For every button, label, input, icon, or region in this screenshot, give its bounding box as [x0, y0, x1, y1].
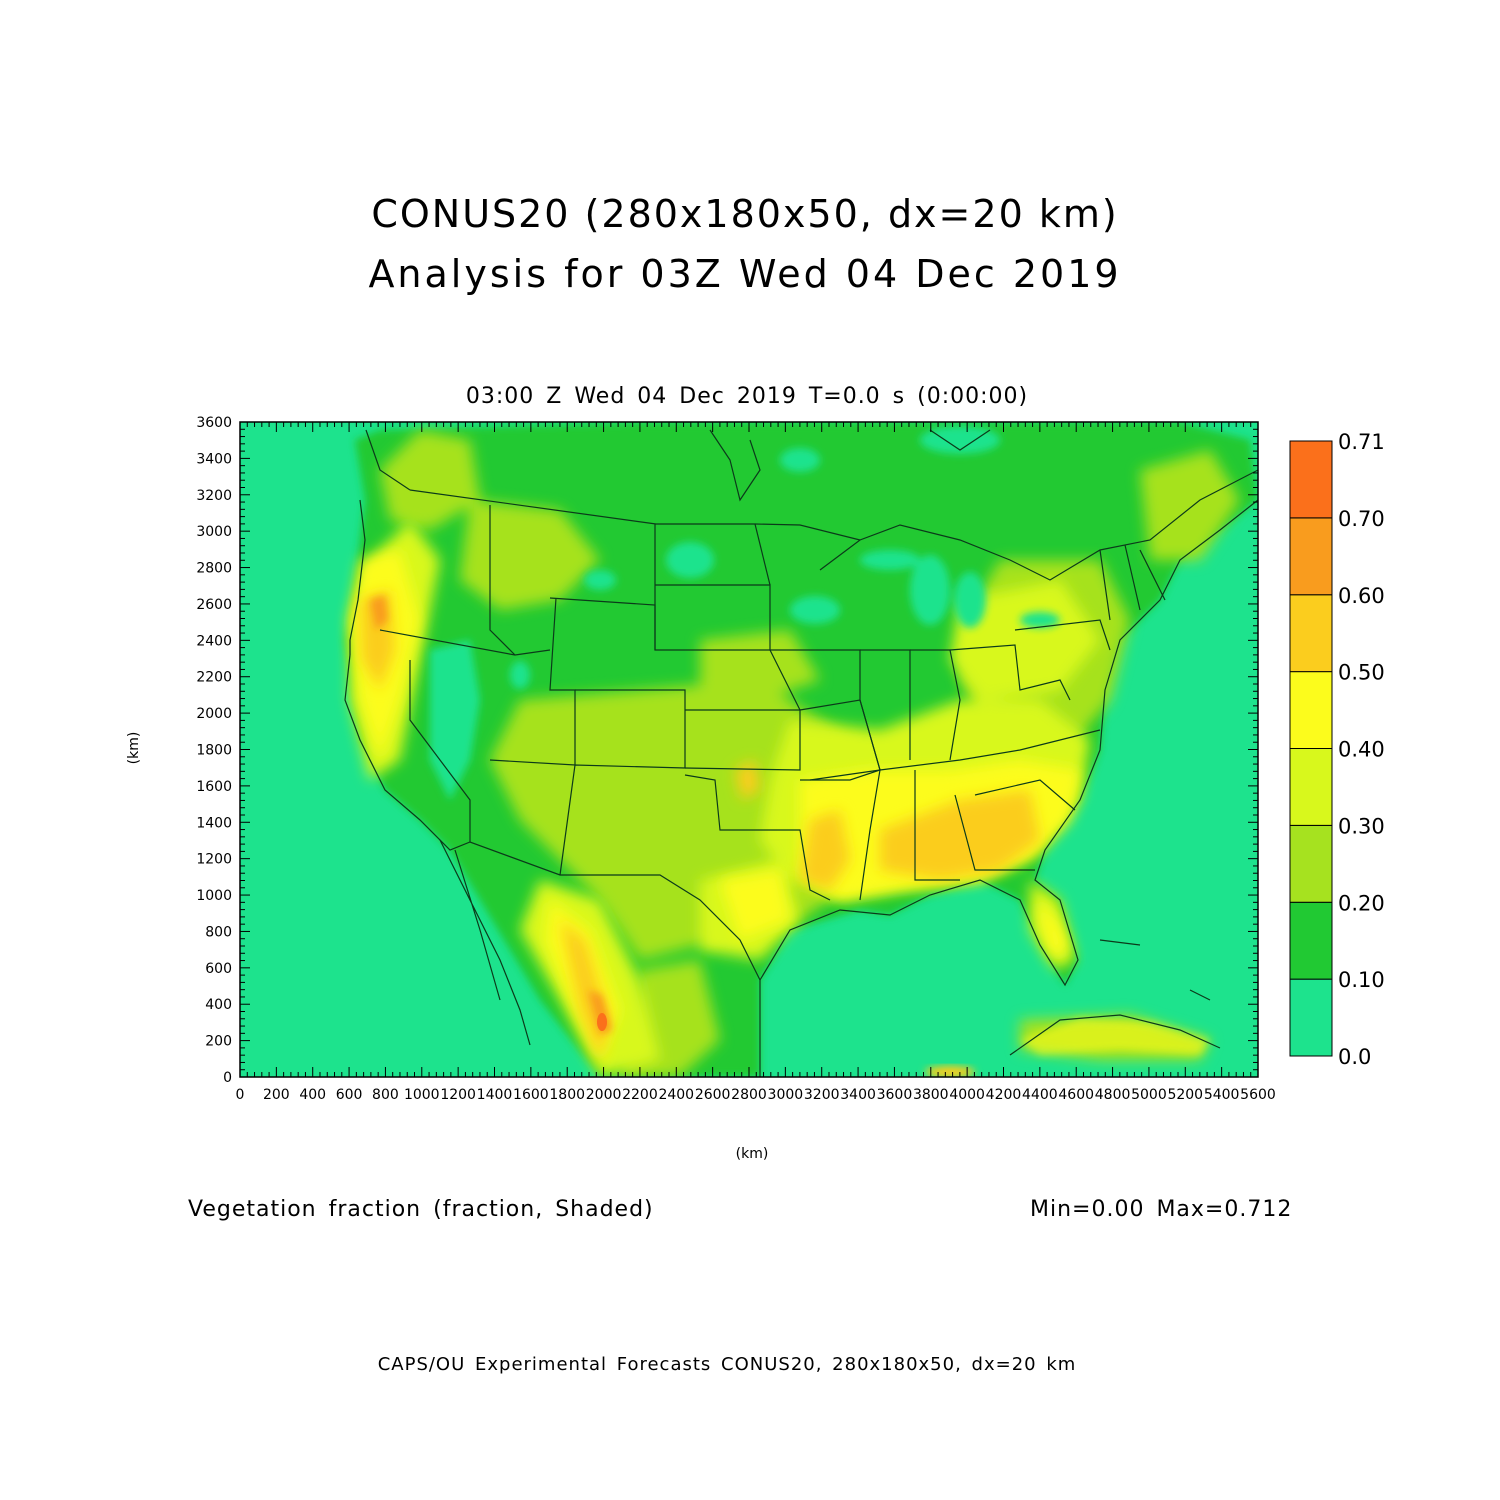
colorbar-label: 0.60	[1338, 584, 1385, 608]
x-tick-label: 3000	[768, 1087, 804, 1103]
title-line-2: Analysis for 03Z Wed 04 Dec 2019	[368, 252, 1122, 296]
y-tick-label: 3400	[196, 451, 232, 467]
colorbar-label: 0.70	[1338, 507, 1385, 531]
colorbar-label: 0.71	[1338, 430, 1385, 454]
x-tick-label: 600	[336, 1087, 363, 1103]
x-tick-label: 2800	[731, 1087, 767, 1103]
y-tick-label: 400	[205, 997, 232, 1013]
y-tick-label: 2200	[196, 670, 232, 686]
x-tick-label: 800	[372, 1087, 399, 1103]
map-plot-area	[240, 422, 1258, 1077]
x-tick-label: 4600	[1058, 1087, 1094, 1103]
colorbar: 0.0 0.10 0.20 0.30 0.40 0.50 0.60 0.70 0.71	[1289, 430, 1385, 1069]
axis-tick-labels: 0 200 400 600 800 1000 1200 1400 1600 1800 2000 220…	[196, 415, 1275, 1103]
vegetation-shading	[345, 422, 1258, 1077]
y-tick-label: 1400	[196, 815, 232, 831]
colorbar-segment	[1289, 440, 1333, 519]
x-tick-label: 5000	[1131, 1087, 1167, 1103]
x-tick-label: 1000	[404, 1087, 440, 1103]
y-tick-label: 1200	[196, 852, 232, 868]
y-tick-label: 600	[205, 961, 232, 977]
x-tick-label: 2200	[622, 1087, 658, 1103]
colorbar-segment	[1289, 517, 1333, 596]
colorbar-label: 0.50	[1338, 661, 1385, 685]
coastlines	[439, 429, 1258, 1056]
y-tick-label: 800	[205, 924, 232, 940]
x-tick-label: 200	[263, 1087, 290, 1103]
x-tick-label: 3200	[804, 1087, 840, 1103]
colorbar-segment	[1289, 978, 1333, 1057]
y-tick-label: 2400	[196, 633, 232, 649]
y-tick-label: 3600	[196, 415, 232, 431]
x-tick-label: 5200	[1167, 1087, 1203, 1103]
y-tick-label: 1600	[196, 779, 232, 795]
valid-time-subtitle: 03:00 Z Wed 04 Dec 2019 T=0.0 s (0:00:00…	[465, 384, 1029, 409]
x-tick-label: 4200	[986, 1087, 1022, 1103]
x-tick-label: 5400	[1204, 1087, 1240, 1103]
x-tick-label: 3600	[877, 1087, 913, 1103]
axis-ticks	[239, 421, 1259, 1078]
x-tick-label: 0	[236, 1087, 245, 1103]
y-tick-label: 200	[205, 1034, 232, 1050]
y-tick-label: 2000	[196, 706, 232, 722]
y-tick-label: 3000	[196, 524, 232, 540]
colorbar-label: 0.20	[1338, 891, 1385, 915]
x-axis-label: (km)	[736, 1146, 769, 1162]
colorbar-label: 0.0	[1338, 1045, 1371, 1069]
colorbar-segment	[1289, 671, 1333, 749]
x-tick-label: 5600	[1240, 1087, 1276, 1103]
colorbar-segment	[1289, 901, 1333, 980]
x-tick-label: 4800	[1095, 1087, 1131, 1103]
y-tick-label: 2800	[196, 561, 232, 577]
title-line-1: CONUS20 (280x180x50, dx=20 km)	[371, 192, 1119, 236]
y-axis-label: (km)	[126, 732, 142, 765]
x-tick-label: 1600	[513, 1087, 549, 1103]
y-tick-label: 1000	[196, 888, 232, 904]
colorbar-segment	[1289, 594, 1333, 673]
x-tick-label: 1800	[549, 1087, 585, 1103]
footer-credit: CAPS/OU Experimental Forecasts CONUS20, …	[377, 1354, 1077, 1375]
y-tick-label: 2600	[196, 597, 232, 613]
colorbar-label: 0.30	[1338, 814, 1385, 838]
x-tick-label: 3400	[840, 1087, 876, 1103]
colorbar-label: 0.10	[1338, 968, 1385, 992]
x-tick-label: 4000	[949, 1087, 985, 1103]
colorbar-segment	[1289, 748, 1333, 826]
x-tick-label: 2400	[658, 1087, 694, 1103]
colorbar-segment	[1289, 824, 1333, 903]
x-tick-label: 1200	[440, 1087, 476, 1103]
min-max-readout: Min=0.00 Max=0.712	[1030, 1197, 1293, 1222]
y-tick-label: 0	[223, 1070, 232, 1086]
y-tick-label: 3200	[196, 488, 232, 504]
y-tick-label: 1800	[196, 743, 232, 759]
field-description: Vegetation fraction (fraction, Shaded)	[188, 1197, 654, 1222]
x-tick-label: 1400	[477, 1087, 513, 1103]
x-tick-label: 2600	[695, 1087, 731, 1103]
colorbar-label: 0.40	[1338, 738, 1385, 762]
x-tick-label: 3800	[913, 1087, 949, 1103]
x-tick-label: 400	[299, 1087, 326, 1103]
x-tick-label: 2000	[586, 1087, 622, 1103]
x-tick-label: 4400	[1022, 1087, 1058, 1103]
political-boundaries	[344, 429, 1258, 1077]
